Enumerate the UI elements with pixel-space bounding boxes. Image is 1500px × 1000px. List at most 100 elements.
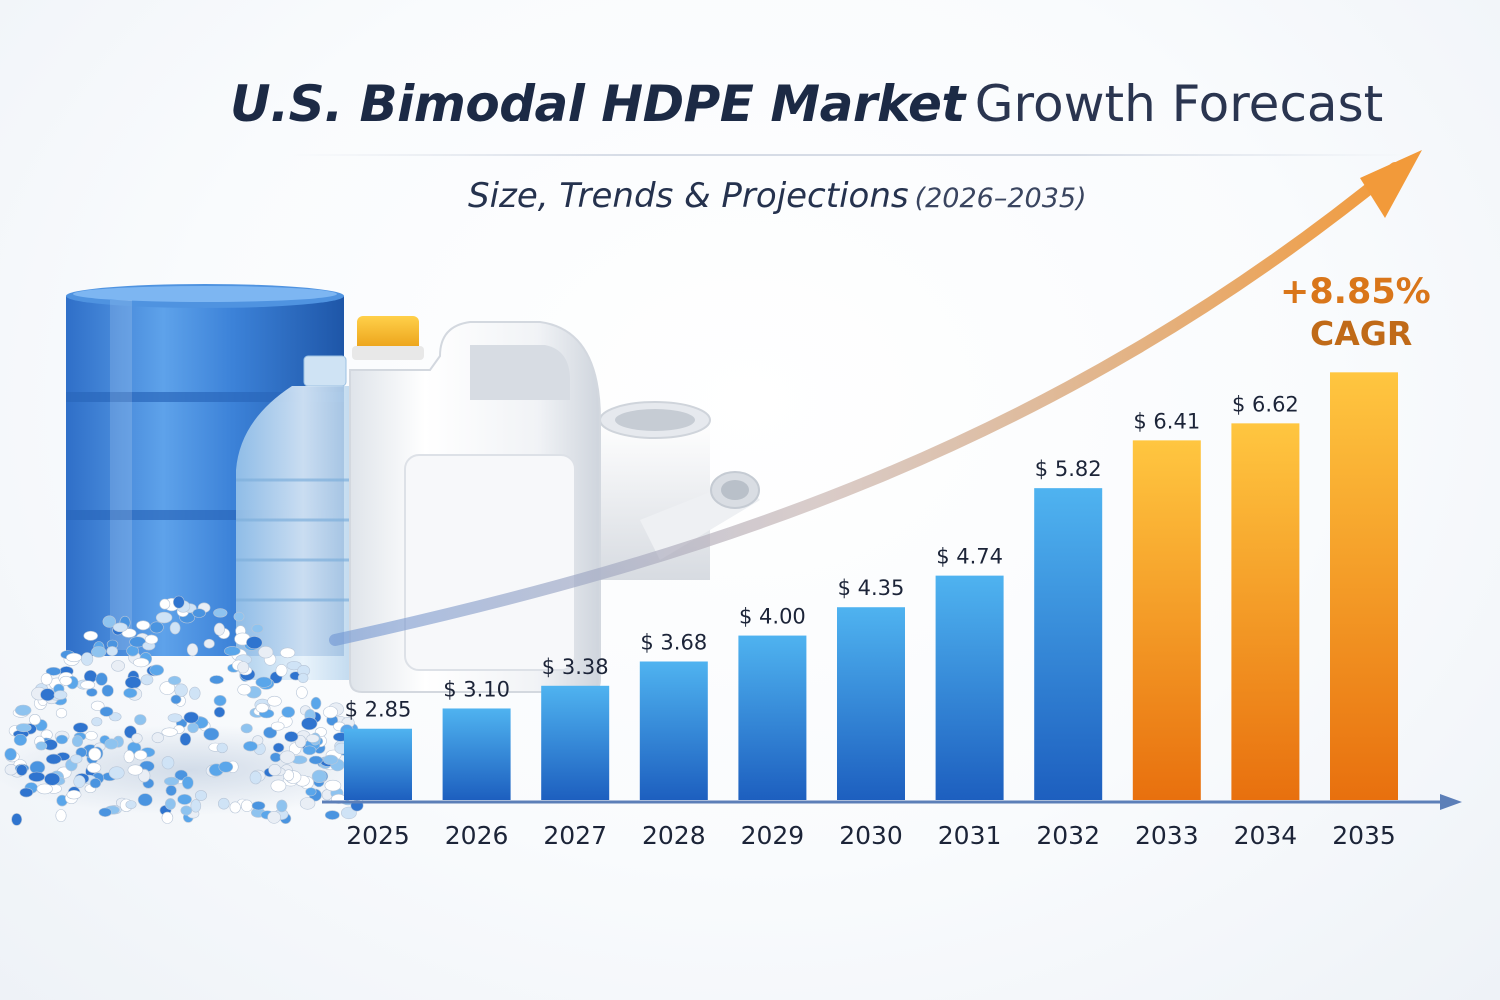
pellet xyxy=(224,646,241,656)
bar-2030 xyxy=(837,607,905,800)
pellet xyxy=(255,702,269,713)
pellet xyxy=(112,622,128,633)
pellet xyxy=(218,797,230,810)
pellet xyxy=(19,787,34,798)
data-label-2026: $ 3.10 xyxy=(443,677,510,701)
pellet xyxy=(83,630,98,641)
pellet xyxy=(213,706,226,718)
pellet xyxy=(91,646,107,658)
pellet xyxy=(98,807,112,817)
pellet xyxy=(55,809,67,822)
pellet xyxy=(308,755,323,765)
pellet xyxy=(177,794,192,805)
pellet xyxy=(192,608,206,618)
pellet xyxy=(91,717,103,727)
pellet xyxy=(129,636,146,648)
data-label-2033: $ 6.41 xyxy=(1133,409,1200,433)
x-tick-label: 2032 xyxy=(1036,821,1100,850)
pellet xyxy=(218,761,234,773)
pellet xyxy=(15,704,32,716)
pellet xyxy=(29,713,41,726)
data-label-2028: $ 3.68 xyxy=(640,630,707,654)
pellet xyxy=(243,740,258,752)
pellet xyxy=(80,680,96,690)
pellet xyxy=(136,620,150,631)
pellet xyxy=(280,647,296,659)
pellet xyxy=(255,676,273,688)
pellet xyxy=(89,777,102,789)
pellet xyxy=(249,770,262,785)
pellet xyxy=(4,747,17,761)
pellet xyxy=(180,805,193,816)
bar-2034 xyxy=(1231,423,1300,800)
pellet xyxy=(161,811,174,824)
pellet xyxy=(45,667,62,676)
title-light: Growth Forecast xyxy=(974,75,1384,133)
pellet xyxy=(70,754,83,764)
pellet xyxy=(323,706,338,719)
pellet xyxy=(151,732,164,744)
pellet xyxy=(237,683,252,696)
x-tick-label: 2035 xyxy=(1332,821,1396,850)
x-tick-label: 2034 xyxy=(1234,821,1298,850)
pellet xyxy=(102,615,117,628)
pellet xyxy=(216,742,228,754)
pellet xyxy=(168,675,182,686)
pellet xyxy=(127,764,144,776)
pellet xyxy=(123,687,138,699)
cagr-label: CAGR xyxy=(1310,314,1413,353)
trend-arrow xyxy=(329,162,1401,646)
trend-arrowhead xyxy=(1360,150,1422,218)
pellet xyxy=(213,622,225,636)
pellet xyxy=(340,806,357,820)
pellet xyxy=(186,643,199,657)
pellet xyxy=(284,731,299,743)
pellet xyxy=(108,766,125,780)
pellet xyxy=(276,799,288,813)
x-tick-label: 2029 xyxy=(741,821,805,850)
pellet xyxy=(167,713,183,723)
pellet xyxy=(133,657,150,668)
x-tick-label: 2033 xyxy=(1135,821,1199,850)
pellet xyxy=(281,706,296,718)
pellet xyxy=(189,686,201,700)
x-tick-label: 2031 xyxy=(938,821,1002,850)
pellet xyxy=(270,779,287,793)
pellet xyxy=(246,636,263,650)
data-label-2032: $ 5.82 xyxy=(1035,457,1102,481)
pellet xyxy=(111,660,125,672)
x-tick-label: 2027 xyxy=(543,821,607,850)
pellet xyxy=(106,646,118,657)
pellet xyxy=(155,611,173,624)
pellet xyxy=(123,750,135,764)
pellet xyxy=(324,810,340,820)
pellet xyxy=(203,638,215,649)
pellet xyxy=(149,664,164,676)
pellet xyxy=(251,801,266,811)
pellet xyxy=(233,611,245,622)
pellet xyxy=(263,726,277,739)
pellet xyxy=(161,727,178,737)
pellet xyxy=(88,747,102,761)
title-strong: U.S. Bimodal HDPE Market xyxy=(230,75,965,133)
x-tick-label: 2028 xyxy=(642,821,706,850)
pellet xyxy=(258,645,274,659)
pellet xyxy=(55,707,68,719)
pellet xyxy=(134,714,147,726)
x-tick-label: 2030 xyxy=(839,821,903,850)
pellet xyxy=(66,789,82,800)
pellet xyxy=(161,756,175,770)
pellet xyxy=(283,769,294,782)
data-label-2027: $ 3.38 xyxy=(542,655,609,679)
pellet xyxy=(44,772,61,786)
pellet xyxy=(275,664,288,677)
data-label-2031: $ 4.74 xyxy=(936,545,1003,569)
pellet xyxy=(297,672,309,684)
hdpe-pellet-pile xyxy=(0,595,390,826)
pellet xyxy=(203,727,220,741)
bar-2027 xyxy=(541,685,610,800)
pellet xyxy=(144,634,159,645)
pellet xyxy=(323,754,339,765)
